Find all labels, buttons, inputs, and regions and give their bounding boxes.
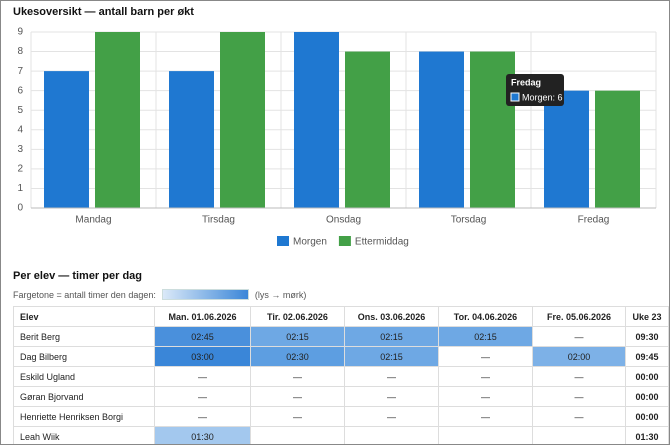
- hours-cell: —: [250, 366, 345, 387]
- chart-title: Ukesoversikt — antall barn per økt: [13, 6, 194, 18]
- hours-cell: 09:30: [625, 326, 669, 347]
- section-title: Per elev — timer per dag: [13, 270, 142, 282]
- hours-cell: 03:00: [154, 346, 251, 367]
- legend-swatch: [338, 236, 351, 246]
- tooltip-swatch: [510, 92, 520, 102]
- hours-cell: 02:15: [344, 346, 439, 367]
- hours-cell: —: [532, 366, 626, 387]
- y-tick-label: 6: [17, 85, 23, 96]
- student-name: Gøran Bjorvand: [13, 386, 155, 407]
- hours-cell: 09:45: [625, 346, 669, 367]
- bar: [44, 71, 89, 208]
- hours-cell: —: [250, 406, 345, 427]
- hours-cell: —: [438, 406, 533, 427]
- header-cell: Tir. 02.06.2026: [250, 306, 345, 327]
- hours-cell: 01:30: [625, 426, 669, 444]
- header-cell: Fre. 05.06.2026: [532, 306, 626, 327]
- hours-cell: —: [344, 366, 439, 387]
- table-row: Gøran Bjorvand — — — — —00:00: [13, 386, 669, 407]
- hours-cell: 02:00: [532, 346, 626, 367]
- header-cell: Man. 01.06.2026: [154, 306, 251, 327]
- hours-cell: —: [344, 386, 439, 407]
- hours-cell: —: [532, 406, 626, 427]
- student-name: Leah Wiik: [13, 426, 155, 444]
- table-row: Eskild Ugland — — — — —00:00: [13, 366, 669, 387]
- hours-cell: —: [344, 406, 439, 427]
- y-tick-label: 4: [17, 124, 23, 135]
- tooltip-title: Fredag: [511, 77, 541, 87]
- y-tick-label: 0: [17, 203, 23, 214]
- bar: [220, 32, 265, 208]
- bar: [419, 51, 464, 208]
- header-cell: Ons. 03.06.2026: [344, 306, 439, 327]
- bar: [169, 71, 214, 208]
- hours-cell: 02:45: [154, 326, 251, 347]
- y-tick-label: 9: [17, 27, 23, 38]
- y-tick-label: 5: [17, 105, 23, 116]
- table-row: Berit Berg 02:45 02:15 02:15 02:15—09:30: [13, 326, 669, 347]
- legend-swatch: [277, 236, 289, 246]
- hours-cell: —: [438, 386, 533, 407]
- student-name: Henriette Henriksen Borgi: [13, 406, 155, 427]
- hours-cell: 00:00: [625, 386, 669, 407]
- x-tick-label: Torsdag: [451, 215, 487, 226]
- chart: 0 1 2 3 4 5 6 7 8 9 Mandag Tirsdag Onsdag Torsdag Fred…: [17, 27, 657, 248]
- hours-cell: 02:15: [250, 326, 345, 347]
- hours-cell: —: [154, 366, 251, 387]
- bar: [544, 90, 589, 208]
- y-tick-label: 2: [17, 164, 23, 175]
- hours-cell: [532, 426, 626, 444]
- x-tick-label: Mandag: [75, 215, 111, 226]
- tooltip-box: [506, 74, 564, 106]
- hours-cell: 01:30: [154, 426, 251, 444]
- hours-cell: —: [532, 386, 626, 407]
- hours-cell: 02:30: [250, 346, 345, 367]
- student-name: Eskild Ugland: [13, 366, 155, 387]
- hours-cell: 00:00: [625, 406, 669, 427]
- table-row: Dag Bilberg 03:00 02:30 02:15—02:00 09:45: [13, 346, 669, 367]
- hours-cell: —: [154, 406, 251, 427]
- header-cell: Tor. 04.06.2026: [438, 306, 533, 327]
- bar: [345, 51, 390, 208]
- x-tick-label: Onsdag: [326, 215, 361, 226]
- bar: [294, 32, 339, 208]
- x-tick-label: Fredag: [578, 215, 610, 226]
- x-tick-label: Tirsdag: [202, 215, 235, 226]
- legend-note: (lys → mørk): [254, 289, 307, 300]
- hours-cell: —: [250, 386, 345, 407]
- y-tick-label: 3: [17, 144, 23, 155]
- table-row: Leah Wiik 01:30 01:30: [13, 426, 669, 444]
- hours-cell: —: [154, 386, 251, 407]
- hours-cell: 00:00: [625, 366, 669, 387]
- header-cell: Uke 23: [625, 306, 669, 327]
- hours-cell: [250, 426, 345, 444]
- hours-cell: 02:15: [438, 326, 533, 347]
- hours-cell: —: [438, 366, 533, 387]
- legend-label: Ettermiddag: [355, 237, 409, 248]
- hours-cell: [438, 426, 533, 444]
- legend-text: Fargetone = antall timer den dagen:: [13, 289, 156, 300]
- tooltip: Fredag Morgen: 6: [506, 74, 564, 106]
- hours-cell: 02:15: [344, 326, 439, 347]
- hours-cell: —: [438, 346, 533, 367]
- tooltip-text: Morgen: 6: [522, 92, 563, 102]
- bar: [95, 32, 140, 208]
- bar: [595, 90, 640, 208]
- hours-cell: —: [532, 326, 626, 347]
- y-tick-label: 7: [17, 66, 23, 77]
- hours-table: Elev Man. 01.06.2026 Tir. 02.06.2026 Ons. 0…: [13, 306, 669, 444]
- hours-cell: [344, 426, 439, 444]
- gradient: [161, 289, 249, 300]
- legend-label: Morgen: [293, 237, 327, 248]
- table-row: Henriette Henriksen Borgi — — — — —00:00: [13, 406, 669, 427]
- y-tick-label: 1: [17, 183, 23, 194]
- header-row: Elev Man. 01.06.2026 Tir. 02.06.2026 Ons. 0…: [13, 306, 669, 327]
- header-cell: Elev: [13, 306, 155, 327]
- student-name: Dag Bilberg: [13, 346, 155, 367]
- shade-legend: Fargetone = antall timer den dagen: (lys…: [13, 289, 306, 300]
- student-name: Berit Berg: [13, 326, 155, 347]
- y-tick-label: 8: [17, 46, 23, 57]
